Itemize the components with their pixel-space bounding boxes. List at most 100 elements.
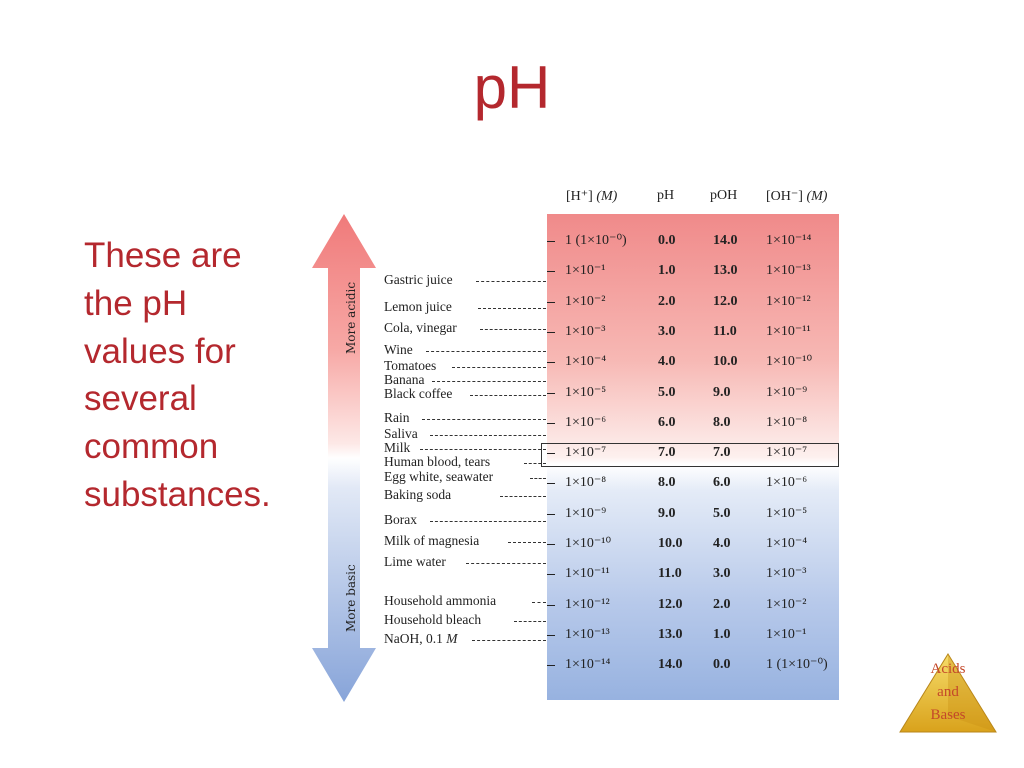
substance-name: Human blood, tears <box>384 454 491 469</box>
leader-line <box>422 419 546 420</box>
ph-cell: 11.0 <box>658 566 682 581</box>
substance-label: Gastric juice <box>384 273 453 287</box>
poh-cell: 2.0 <box>713 597 731 612</box>
ph-table-panel <box>547 214 839 700</box>
oh-concentration-cell: 1×10⁻¹¹ <box>766 324 811 339</box>
leader-line <box>420 449 546 450</box>
logo-line: Acids <box>930 661 966 677</box>
substance-label: Rain <box>384 411 410 425</box>
row-tick <box>547 302 555 303</box>
leader-line <box>508 542 546 543</box>
h-concentration-cell: 1×10⁻¹⁰ <box>565 536 612 551</box>
poh-cell: 11.0 <box>713 324 737 339</box>
row-tick <box>547 544 555 545</box>
slide-title: pH <box>473 54 551 121</box>
h-concentration-cell: 1 (1×10⁻⁰) <box>565 233 627 248</box>
poh-cell: 12.0 <box>713 294 738 309</box>
logo-line: and <box>937 684 959 700</box>
row-tick <box>547 665 555 666</box>
leader-line <box>532 602 546 603</box>
header-oh-unit: (M) <box>806 189 828 204</box>
substance-name: Gastric juice <box>384 272 453 287</box>
substance-name: Black coffee <box>384 386 453 401</box>
substance-name: Tomatoes <box>384 358 437 373</box>
row-tick <box>547 514 555 515</box>
oh-concentration-cell: 1×10⁻⁷ <box>766 445 808 460</box>
row-tick <box>547 635 555 636</box>
intro-line: common <box>84 427 219 467</box>
substance-name: Baking soda <box>384 487 452 502</box>
substance-unit: M <box>446 631 458 646</box>
substance-label: Milk <box>384 441 410 455</box>
h-concentration-cell: 1×10⁻¹² <box>565 597 610 612</box>
oh-concentration-cell: 1×10⁻¹³ <box>766 263 811 278</box>
logo-text: Acids and Bases <box>898 658 998 727</box>
leader-line <box>452 367 546 368</box>
substance-label: Egg white, seawater <box>384 470 493 484</box>
substance-name: Saliva <box>384 426 418 441</box>
ph-cell: 0.0 <box>658 233 676 248</box>
substance-name: Cola, vinegar <box>384 320 457 335</box>
substance-name: Household ammonia <box>384 593 497 608</box>
poh-cell: 3.0 <box>713 566 731 581</box>
h-concentration-cell: 1×10⁻⁴ <box>565 354 607 369</box>
substance-name: Household bleach <box>384 612 482 627</box>
row-tick <box>547 423 555 424</box>
row-tick <box>547 483 555 484</box>
poh-cell: 9.0 <box>713 385 731 400</box>
oh-concentration-cell: 1×10⁻⁵ <box>766 506 808 521</box>
leader-line <box>426 351 546 352</box>
row-tick <box>547 453 555 454</box>
intro-line: These are <box>84 236 242 275</box>
h-concentration-cell: 1×10⁻³ <box>565 324 606 339</box>
intro-text: These are the pH values for several comm… <box>84 232 314 519</box>
poh-cell: 0.0 <box>713 657 731 672</box>
ph-cell: 1.0 <box>658 263 676 278</box>
substance-name: Lemon juice <box>384 299 452 314</box>
more-basic-label: More basic <box>344 564 358 632</box>
intro-line: substances. <box>84 474 271 514</box>
intro-line: values for <box>84 331 236 371</box>
substance-label: Milk of magnesia <box>384 534 479 548</box>
oh-concentration-cell: 1×10⁻² <box>766 597 807 612</box>
substance-label: Saliva <box>384 427 418 441</box>
ph-cell: 6.0 <box>658 415 676 430</box>
ph-cell: 10.0 <box>658 536 683 551</box>
row-tick <box>547 605 555 606</box>
row-tick <box>547 241 555 242</box>
header-oh-label: [OH⁻] <box>766 189 803 204</box>
header-ph: pH <box>657 188 675 203</box>
ph-cell: 2.0 <box>658 294 676 309</box>
substance-label: Household ammonia <box>384 594 496 608</box>
leader-line <box>470 395 546 396</box>
ph-cell: 7.0 <box>658 445 676 460</box>
substance-name: NaOH, 0.1 <box>384 631 447 646</box>
row-tick <box>547 574 555 575</box>
substance-label: Lime water <box>384 555 446 569</box>
oh-concentration-cell: 1×10⁻¹⁰ <box>766 354 813 369</box>
ph-cell: 8.0 <box>658 475 676 490</box>
leader-line <box>478 308 546 309</box>
leader-line <box>432 381 546 382</box>
ph-cell: 13.0 <box>658 627 683 642</box>
poh-cell: 13.0 <box>713 263 738 278</box>
substance-name: Wine <box>384 342 413 357</box>
poh-cell: 7.0 <box>713 445 731 460</box>
ph-cell: 3.0 <box>658 324 676 339</box>
poh-cell: 4.0 <box>713 536 731 551</box>
h-concentration-cell: 1×10⁻⁸ <box>565 475 607 490</box>
h-concentration-cell: 1×10⁻⁶ <box>565 415 607 430</box>
substance-label: Cola, vinegar <box>384 321 457 335</box>
substance-name: Borax <box>384 512 417 527</box>
ph-cell: 12.0 <box>658 597 683 612</box>
header-h-concentration: [H⁺] (M) <box>566 188 617 205</box>
acidity-arrow <box>312 214 376 702</box>
oh-concentration-cell: 1×10⁻¹ <box>766 627 807 642</box>
leader-line <box>500 496 546 497</box>
substance-label: Borax <box>384 513 417 527</box>
oh-concentration-cell: 1×10⁻¹⁴ <box>766 233 812 248</box>
logo-line: Bases <box>930 707 966 723</box>
poh-cell: 8.0 <box>713 415 731 430</box>
header-h-label: [H⁺] <box>566 189 593 204</box>
poh-cell: 5.0 <box>713 506 731 521</box>
